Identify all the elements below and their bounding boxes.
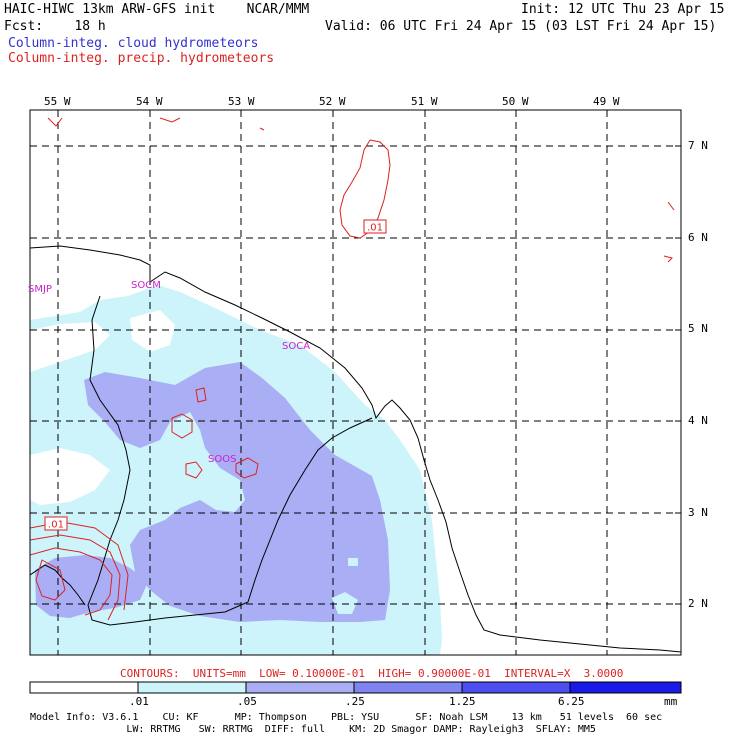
cloud-gap-2	[30, 448, 110, 505]
lat-label-7n: 7 N	[688, 139, 708, 152]
station-soos: SOOS	[208, 454, 236, 465]
cloud-hole-1	[332, 592, 358, 614]
cloud-field-medium-north	[84, 362, 390, 622]
station-soca: SOCA	[282, 341, 310, 352]
colorbar-tick-3: .25	[345, 695, 365, 708]
lon-label-53w: 53 W	[228, 95, 255, 108]
colorbar-tick-5: 6.25	[558, 695, 585, 708]
contours-info: CONTOURS: UNITS=mm LOW= 0.10000E-01 HIGH…	[120, 667, 624, 680]
contour-label-box-1: .01	[363, 219, 387, 234]
lat-label-5n: 5 N	[688, 322, 708, 335]
lat-label-4n: 4 N	[688, 414, 708, 427]
station-socm: SOCM	[131, 280, 161, 291]
colorbar-tick-4: 1.25	[449, 695, 476, 708]
coastline	[30, 245, 681, 653]
contour-label-box-2: .01	[44, 516, 68, 531]
lon-label-51w: 51 W	[411, 95, 438, 108]
lon-label-49w: 49 W	[593, 95, 620, 108]
model-info-line1: Model Info: V3.6.1 CU: KF MP: Thompson P…	[30, 712, 663, 723]
forecast-hour: Fcst: 18 h	[4, 19, 106, 34]
cloud-hole-2	[348, 558, 358, 566]
legend-precip: Column-integ. precip. hydrometeors	[8, 51, 275, 66]
lat-label-2n: 2 N	[688, 597, 708, 610]
contour-label-1: .01	[367, 223, 383, 234]
lat-label-3n: 3 N	[688, 506, 708, 519]
lon-label-50w: 50 W	[502, 95, 529, 108]
contour-label-2: .01	[48, 520, 64, 531]
model-info-line2: LW: RRTMG SW: RRTMG DIFF: full KM: 2D Sm…	[30, 724, 596, 735]
station-labels: SMJP SOCM SOCA SOOS	[28, 280, 310, 465]
colorbar-tick-1: .01	[129, 695, 149, 708]
valid-time: Valid: 06 UTC Fri 24 Apr 15 (03 LST Fri …	[325, 19, 717, 34]
colorbar-tick-2: .05	[237, 695, 257, 708]
map-grid	[30, 110, 681, 655]
colorbar-units: mm	[664, 695, 678, 708]
init-time: Init: 12 UTC Thu 23 Apr 15	[521, 2, 725, 17]
station-smjp: SMJP	[28, 284, 52, 295]
map-ticks	[57, 110, 681, 605]
plot-title: HAIC-HIWC 13km ARW-GFS init NCAR/MMM	[4, 2, 310, 17]
lon-label-54w: 54 W	[136, 95, 163, 108]
lon-label-55w: 55 W	[44, 95, 71, 108]
lon-label-52w: 52 W	[319, 95, 346, 108]
cloud-gap-3	[130, 310, 175, 352]
legend-cloud: Column-integ. cloud hydrometeors	[8, 36, 259, 51]
lat-label-6n: 6 N	[688, 231, 708, 244]
colorbar	[29, 681, 682, 694]
map-frame	[29, 109, 682, 656]
cloud-field-medium-southwest	[35, 555, 148, 618]
cloud-gap-1	[30, 322, 110, 372]
